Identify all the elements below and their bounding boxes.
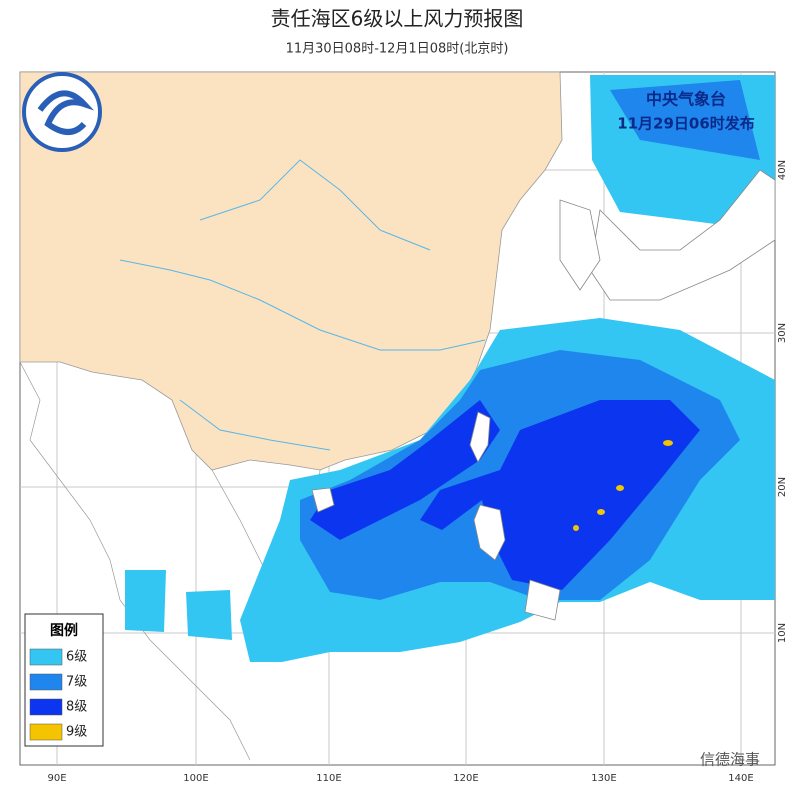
logo-mark [37, 90, 95, 135]
river [179, 399, 331, 451]
legend: 图例 6级 7级 8级 9级 [24, 613, 104, 747]
legend-label: 6级 [66, 650, 87, 665]
river [119, 259, 486, 351]
lon-label: 130E [591, 773, 616, 784]
lon-label: 120E [453, 773, 478, 784]
wind-zone-9 [616, 485, 624, 491]
wind-zone-8 [420, 400, 700, 590]
wind-zone-9 [573, 525, 579, 531]
title: 责任海区6级以上风力预报图 [271, 7, 524, 31]
lon-label: 90E [47, 773, 66, 784]
subtitle: 11月30日08时-12月1日08时(北京时) [286, 42, 509, 57]
map-area [19, 71, 776, 766]
legend-label: 8级 [66, 700, 87, 715]
lat-label: 20N [777, 477, 788, 497]
river [199, 159, 431, 251]
land-korea [559, 199, 601, 291]
land-china [19, 71, 563, 471]
agency: 中央气象台 [646, 90, 726, 109]
wind-zone-9 [663, 440, 673, 446]
island-taiwan [469, 411, 491, 463]
island-mindanao [524, 579, 561, 621]
wind-zone-9 [597, 509, 605, 515]
lat-label: 10N [777, 623, 788, 643]
wind-zone-6 [125, 570, 166, 632]
logo [22, 72, 102, 152]
lat-label: 30N [777, 323, 788, 343]
border-line [19, 361, 251, 761]
legend-swatch [29, 723, 63, 741]
island-luzon [473, 504, 506, 561]
wind-zone-7 [610, 80, 760, 160]
legend-label: 9级 [66, 725, 87, 740]
watermark: 信德海事 [700, 751, 760, 769]
lon-label: 140E [728, 773, 753, 784]
lon-label: 100E [183, 773, 208, 784]
wind-zone-8 [310, 400, 500, 540]
lon-label: 110E [316, 773, 341, 784]
island-hainan [311, 487, 335, 513]
land-japan [589, 169, 776, 301]
issue-time: 11月29日06时发布 [617, 115, 755, 133]
legend-swatch [29, 673, 63, 691]
legend-swatch [29, 648, 63, 666]
legend-label: 7级 [66, 675, 87, 690]
legend-swatch [29, 698, 63, 716]
wind-zone-6 [186, 590, 232, 640]
lat-label: 40N [777, 160, 788, 180]
legend-title: 图例 [50, 622, 78, 639]
